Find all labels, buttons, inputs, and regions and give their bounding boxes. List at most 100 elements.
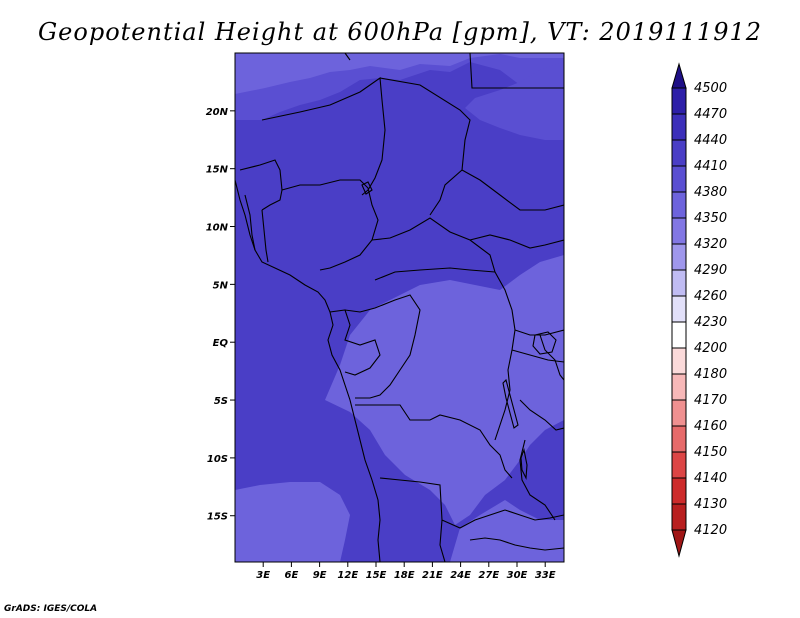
- colorbar-swatch: [671, 399, 687, 427]
- colorbar-swatch: [671, 87, 687, 115]
- map-field: [235, 53, 564, 562]
- colorbar-swatch: [671, 321, 687, 349]
- colorbar-swatch: [671, 425, 687, 453]
- colorbar-level-label: 4410: [694, 159, 727, 174]
- height-field-light-southeast: [450, 500, 564, 562]
- border-east-1: [514, 329, 564, 336]
- border-nigeria-east: [319, 187, 379, 271]
- border-east-2: [511, 349, 564, 363]
- colorbar-swatch: [671, 451, 687, 479]
- colorbar-swatch: [671, 373, 687, 401]
- colorbar-level-label: 4500: [694, 81, 727, 96]
- lat-tick-label: 15S: [207, 512, 228, 523]
- lat-tick-label: EQ: [213, 338, 229, 349]
- border-north-4: [469, 53, 564, 89]
- colorbar-level-label: 4380: [694, 185, 727, 200]
- border-tanzania: [519, 399, 564, 431]
- border-malawi: [519, 439, 556, 521]
- lake-tanganyika: [502, 378, 519, 429]
- colorbar-level-label: 4230: [694, 315, 727, 330]
- colorbar-swatch: [671, 347, 687, 375]
- lon-tick-label: 27E: [478, 570, 499, 581]
- latitude-axis: 20N 15N 10N 5N EQ 5S 10S 15S: [206, 107, 235, 523]
- border-drc-east: [494, 271, 516, 441]
- colorbar-level-label: 4120: [694, 523, 727, 538]
- border-zambia: [439, 519, 446, 562]
- lake-chad: [361, 181, 373, 195]
- colorbar-swatch: [671, 191, 687, 219]
- colorbar-swatch: [671, 503, 687, 531]
- border-nigeria-west: [261, 209, 269, 263]
- border-east-3: [539, 334, 564, 381]
- border-ne: [461, 169, 564, 211]
- colorbar-level-label: 4130: [694, 497, 727, 512]
- border-gabon: [329, 309, 381, 376]
- colorbar-level-label: 4200: [694, 341, 727, 356]
- border-cameroon-car: [371, 217, 496, 273]
- border-mozambique: [504, 509, 564, 521]
- colorbar-level-label: 4440: [694, 133, 727, 148]
- height-field-light-southwest: [235, 482, 350, 562]
- lon-tick-label: 3E: [256, 570, 270, 581]
- height-field-medium-north: [235, 53, 564, 94]
- border-drc-south: [355, 404, 513, 479]
- lake-malawi: [520, 448, 528, 481]
- colorbar-swatch: [671, 243, 687, 271]
- colorbar-top-arrow: [671, 62, 687, 89]
- colorbar-level-label: 4470: [694, 107, 727, 122]
- country-borders: [235, 53, 564, 562]
- colorbar-level-label: 4260: [694, 289, 727, 304]
- lon-tick-label: 6E: [285, 570, 299, 581]
- lon-tick-label: 24E: [450, 570, 471, 581]
- footer-credit: GrADS: IGES/COLA: [4, 604, 98, 614]
- lon-tick-label: 30E: [507, 570, 528, 581]
- longitude-axis: 3E 6E 9E 12E 15E 18E 21E 24E 27E 30E 33E: [256, 562, 556, 581]
- lon-tick-label: 18E: [394, 570, 415, 581]
- colorbar-swatch: [671, 269, 687, 297]
- map-title: Geopotential Height at 600hPa [gpm], VT:…: [38, 18, 762, 46]
- lat-tick-label: 5N: [213, 280, 229, 291]
- colorbar-swatch: [671, 477, 687, 505]
- colorbar-level-label: 4140: [694, 471, 727, 486]
- lon-tick-label: 21E: [422, 570, 443, 581]
- colorbar-level-label: 4170: [694, 393, 727, 408]
- border-north-2: [379, 77, 471, 216]
- colorbar-swatch: [671, 217, 687, 245]
- border-congo: [344, 294, 421, 399]
- coastline-west-africa: [235, 179, 381, 562]
- colorbar-swatch: [671, 139, 687, 167]
- lon-tick-label: 15E: [366, 570, 387, 581]
- colorbar-level-label: 4160: [694, 419, 727, 434]
- border-nigeria-north: [281, 179, 369, 191]
- colorbar-bottom-arrow: [671, 529, 687, 558]
- lat-tick-label: 10S: [207, 454, 228, 465]
- lake-victoria: [532, 331, 557, 355]
- colorbar-level-label: 4320: [694, 237, 727, 252]
- border-sahel-west: [239, 159, 283, 211]
- border-benin: [244, 194, 256, 251]
- map-frame: [234, 52, 565, 563]
- lat-tick-label: 20N: [206, 107, 229, 118]
- lat-tick-label: 5S: [214, 396, 228, 407]
- colorbar-swatch: [671, 295, 687, 323]
- colorbar-swatch: [671, 165, 687, 193]
- lon-tick-label: 33E: [535, 570, 556, 581]
- colorbar-level-label: 4350: [694, 211, 727, 226]
- height-field-light-east: [465, 62, 564, 140]
- colorbar: 4500 4470 4440 4410 4380 4350 4320 4290 4260 4230…: [671, 62, 727, 558]
- border-north-1: [261, 77, 386, 196]
- lat-tick-label: 15N: [206, 165, 229, 176]
- colorbar-level-label: 4180: [694, 367, 727, 382]
- colorbar-level-label: 4290: [694, 263, 727, 278]
- lon-tick-label: 12E: [337, 570, 358, 581]
- border-sudan: [469, 234, 564, 249]
- border-north-3: [344, 53, 351, 61]
- height-field-light-central: [325, 255, 564, 525]
- border-car-south: [374, 267, 496, 281]
- border-southeast: [469, 537, 564, 551]
- colorbar-swatch: [671, 113, 687, 141]
- lon-tick-label: 9E: [313, 570, 327, 581]
- lat-tick-label: 10N: [206, 223, 229, 234]
- colorbar-level-label: 4150: [694, 445, 727, 460]
